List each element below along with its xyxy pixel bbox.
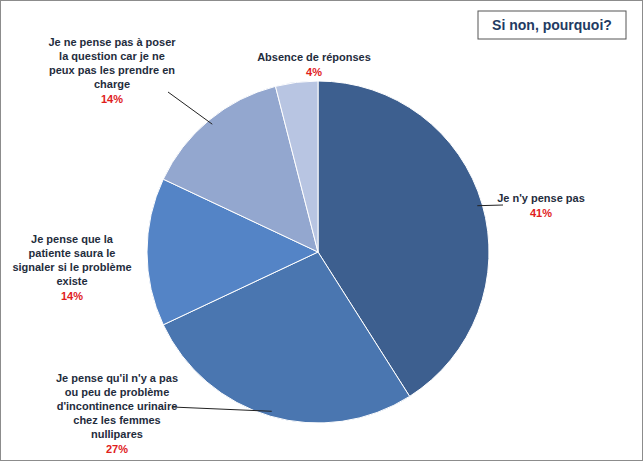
leader-line [168, 92, 212, 124]
title-group: Si non, pourquoi? [478, 11, 626, 39]
chart-frame [1, 1, 643, 461]
category-label: Absence de réponses [257, 51, 371, 63]
leader-line [477, 205, 503, 207]
category-label: Je pense qu'il n'y a pasou peu de problè… [56, 372, 178, 440]
title-box [478, 11, 626, 39]
title: Si non, pourquoi? [492, 17, 612, 33]
pie-slice [275, 81, 318, 252]
slices [147, 81, 489, 423]
data-label: 4% [306, 66, 322, 78]
labels: Je n'y pense pas 41% Je pense qu'il n'y a … [12, 36, 584, 455]
data-label: 41% [530, 207, 552, 219]
chart-container: Si non, pourquoi? Je n'y pense pas 41% Je p… [0, 0, 643, 461]
category-label: Je n'y pense pas [497, 192, 585, 204]
data-label: 27% [106, 443, 128, 455]
category-label: Je pense que lapatiente saura lesignaler… [12, 233, 131, 287]
chart-svg: Si non, pourquoi? Je n'y pense pas 41% Je p… [0, 0, 643, 461]
data-label: 14% [61, 290, 83, 302]
leader-line [172, 407, 272, 411]
data-label: 14% [101, 93, 123, 105]
category-label: Je ne pense pas à poserla question car j… [48, 36, 176, 90]
